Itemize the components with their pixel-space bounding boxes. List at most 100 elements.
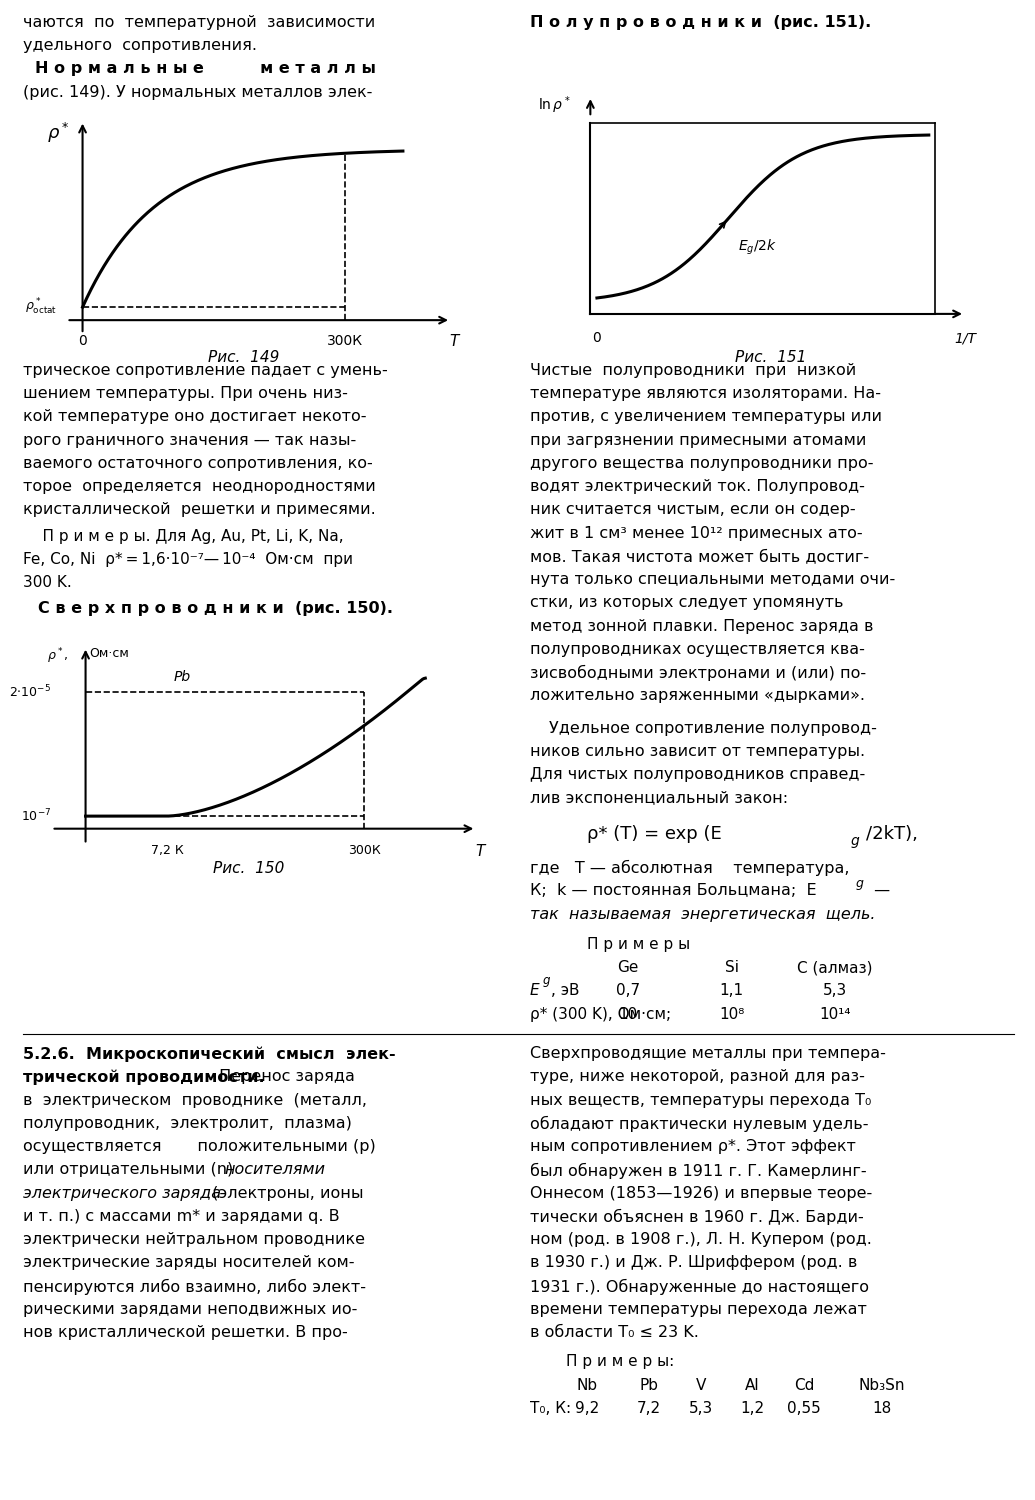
Text: торое  определяется  неоднородностями: торое определяется неоднородностями bbox=[23, 478, 376, 494]
Text: /2kT),: /2kT), bbox=[866, 825, 918, 843]
Text: Si: Si bbox=[724, 960, 739, 975]
Text: ник считается чистым, если он содер-: ник считается чистым, если он содер- bbox=[530, 503, 856, 518]
Text: ρ* (T) = exp (E: ρ* (T) = exp (E bbox=[587, 825, 721, 843]
Text: Nb: Nb bbox=[576, 1377, 597, 1392]
Text: рическими зарядами неподвижных ио-: рическими зарядами неподвижных ио- bbox=[23, 1302, 357, 1317]
Text: Рис.  149: Рис. 149 bbox=[208, 350, 278, 364]
Text: электрические заряды носителей ком-: электрические заряды носителей ком- bbox=[23, 1256, 354, 1270]
Text: 0,7: 0,7 bbox=[616, 984, 641, 999]
Text: V: V bbox=[696, 1377, 706, 1392]
Text: 9,2: 9,2 bbox=[574, 1401, 599, 1416]
Text: нута только специальными методами очи-: нута только специальными методами очи- bbox=[530, 572, 895, 586]
Text: $\rho^*,$: $\rho^*,$ bbox=[48, 646, 68, 666]
Text: Ом·см: Ом·см bbox=[89, 646, 128, 660]
Text: , эВ: , эВ bbox=[551, 984, 580, 999]
Text: $2{\cdot}10^{-5}$: $2{\cdot}10^{-5}$ bbox=[9, 684, 52, 700]
Text: E: E bbox=[530, 984, 539, 999]
Text: зисвободными электронами и (или) по-: зисвободными электронами и (или) по- bbox=[530, 664, 866, 681]
Text: Для чистых полупроводников справед-: Для чистых полупроводников справед- bbox=[530, 766, 865, 782]
Text: в 1930 г.) и Дж. Р. Шриффером (род. в: в 1930 г.) и Дж. Р. Шриффером (род. в bbox=[530, 1256, 857, 1270]
Text: Перенос заряда: Перенос заряда bbox=[214, 1070, 355, 1084]
Text: С в е р х п р о в о д н и к и  (рис. 150).: С в е р х п р о в о д н и к и (рис. 150)… bbox=[38, 602, 393, 616]
Text: осуществляется       положительными (p): осуществляется положительными (p) bbox=[23, 1138, 376, 1154]
Text: $\ln\rho^*$: $\ln\rho^*$ bbox=[538, 94, 570, 116]
Text: П р и м е р ы:: П р и м е р ы: bbox=[566, 1354, 675, 1370]
Text: Pb: Pb bbox=[174, 669, 191, 684]
Text: ложительно заряженными «дырками».: ложительно заряженными «дырками». bbox=[530, 688, 865, 703]
Text: $\rho^*$: $\rho^*$ bbox=[48, 120, 69, 146]
Text: g: g bbox=[851, 834, 859, 849]
Text: мов. Такая чистота может быть достиг-: мов. Такая чистота может быть достиг- bbox=[530, 549, 869, 564]
Text: температуре являются изоляторами. На-: температуре являются изоляторами. На- bbox=[530, 387, 881, 402]
Text: Nb₃Sn: Nb₃Sn bbox=[859, 1377, 905, 1392]
Text: ваемого остаточного сопротивления, ко-: ваемого остаточного сопротивления, ко- bbox=[23, 456, 373, 471]
Text: где   T — абсолютная    температура,: где T — абсолютная температура, bbox=[530, 859, 850, 876]
Text: в области T₀ ≤ 23 K.: в области T₀ ≤ 23 K. bbox=[530, 1324, 699, 1340]
Text: так  называемая  энергетическая  щель.: так называемая энергетическая щель. bbox=[530, 906, 876, 921]
Text: жит в 1 см³ менее 10¹² примесных ато-: жит в 1 см³ менее 10¹² примесных ато- bbox=[530, 525, 862, 540]
Text: в  электрическом  проводнике  (металл,: в электрическом проводнике (металл, bbox=[23, 1092, 366, 1107]
Text: ных веществ, температуры перехода T₀: ных веществ, температуры перехода T₀ bbox=[530, 1092, 871, 1107]
Text: 1,2: 1,2 bbox=[740, 1401, 765, 1416]
Text: пенсируются либо взаимно, либо элект-: пенсируются либо взаимно, либо элект- bbox=[23, 1278, 365, 1294]
Text: кристаллической  решетки и примесями.: кристаллической решетки и примесями. bbox=[23, 503, 376, 518]
Text: Pb: Pb bbox=[640, 1377, 658, 1392]
Text: метод зонной плавки. Перенос заряда в: метод зонной плавки. Перенос заряда в bbox=[530, 618, 874, 633]
Text: лив экспоненциальный закон:: лив экспоненциальный закон: bbox=[530, 790, 788, 806]
Text: ным сопротивлением ρ*. Этот эффект: ным сопротивлением ρ*. Этот эффект bbox=[530, 1138, 856, 1154]
Text: 300К: 300К bbox=[348, 844, 381, 858]
Text: трической проводимости.: трической проводимости. bbox=[23, 1070, 264, 1084]
Text: Н о р м а л ь н ы е          м е т а л л ы: Н о р м а л ь н ы е м е т а л л ы bbox=[35, 62, 376, 76]
Text: $E_g/2k$: $E_g/2k$ bbox=[738, 237, 777, 256]
Text: тически объяснен в 1960 г. Дж. Барди-: тически объяснен в 1960 г. Дж. Барди- bbox=[530, 1209, 863, 1225]
Text: кой температуре оно достигает некото-: кой температуре оно достигает некото- bbox=[23, 410, 366, 424]
Text: 0: 0 bbox=[79, 334, 87, 348]
Text: Сверхпроводящие металлы при темпера-: Сверхпроводящие металлы при темпера- bbox=[530, 1046, 886, 1060]
Text: 10: 10 bbox=[619, 1007, 638, 1022]
Text: времени температуры перехода лежат: времени температуры перехода лежат bbox=[530, 1302, 866, 1317]
Text: и т. п.) с массами m* и зарядами q. В: и т. п.) с массами m* и зарядами q. В bbox=[23, 1209, 339, 1224]
Text: К;  k — постоянная Больцмана;  E: К; k — постоянная Больцмана; E bbox=[530, 884, 817, 898]
Text: стки, из которых следует упомянуть: стки, из которых следует упомянуть bbox=[530, 596, 844, 610]
Text: $\rho^*_{\rm octat}$: $\rho^*_{\rm octat}$ bbox=[25, 297, 57, 316]
Text: шением температуры. При очень низ-: шением температуры. При очень низ- bbox=[23, 387, 348, 402]
Text: (электроны, ионы: (электроны, ионы bbox=[207, 1185, 363, 1200]
Text: 5,3: 5,3 bbox=[688, 1401, 713, 1416]
Text: 10¹⁴: 10¹⁴ bbox=[820, 1007, 851, 1022]
Text: 0: 0 bbox=[593, 332, 601, 345]
Text: ников сильно зависит от температуры.: ников сильно зависит от температуры. bbox=[530, 744, 865, 759]
Text: электрически нейтральном проводнике: электрически нейтральном проводнике bbox=[23, 1232, 364, 1246]
Text: чаются  по  температурной  зависимости: чаются по температурной зависимости bbox=[23, 15, 375, 30]
Text: электрического заряда: электрического заряда bbox=[23, 1185, 220, 1200]
Text: Удельное сопротивление полупровод-: Удельное сопротивление полупровод- bbox=[549, 720, 877, 735]
Text: рого граничного значения — так назы-: рого граничного значения — так назы- bbox=[23, 432, 356, 447]
Text: удельного  сопротивления.: удельного сопротивления. bbox=[23, 39, 257, 54]
Text: —: — bbox=[869, 884, 890, 898]
Text: Чистые  полупроводники  при  низкой: Чистые полупроводники при низкой bbox=[530, 363, 856, 378]
Text: Рис.  150: Рис. 150 bbox=[213, 861, 284, 876]
Text: другого вещества полупроводники про-: другого вещества полупроводники про- bbox=[530, 456, 874, 471]
Text: Fe, Co, Ni  ρ* = 1,6·10⁻⁷— 10⁻⁴  Ом·см  при: Fe, Co, Ni ρ* = 1,6·10⁻⁷— 10⁻⁴ Ом·см при bbox=[23, 552, 353, 567]
Text: 300 K.: 300 K. bbox=[23, 574, 71, 590]
Text: C (алмаз): C (алмаз) bbox=[798, 960, 873, 975]
Text: полупроводниках осуществляется ква-: полупроводниках осуществляется ква- bbox=[530, 642, 865, 657]
Text: 1931 г.). Обнаруженные до настоящего: 1931 г.). Обнаруженные до настоящего bbox=[530, 1278, 869, 1294]
Text: 5,3: 5,3 bbox=[823, 984, 848, 999]
Text: T: T bbox=[475, 844, 484, 859]
Text: 1/T: 1/T bbox=[954, 332, 976, 345]
Text: g: g bbox=[542, 975, 550, 987]
Text: трическое сопротивление падает с умень-: трическое сопротивление падает с умень- bbox=[23, 363, 387, 378]
Text: туре, ниже некоторой, разной для раз-: туре, ниже некоторой, разной для раз- bbox=[530, 1070, 865, 1084]
Text: Оннесом (1853—1926) и впервые теоре-: Оннесом (1853—1926) и впервые теоре- bbox=[530, 1185, 873, 1200]
Text: П р и м е р ы. Для Ag, Au, Pt, Li, K, Na,: П р и м е р ы. Для Ag, Au, Pt, Li, K, Na… bbox=[23, 528, 344, 543]
Text: Al: Al bbox=[745, 1377, 760, 1392]
Text: обладают практически нулевым удель-: обладают практически нулевым удель- bbox=[530, 1116, 868, 1132]
Text: Cd: Cd bbox=[794, 1377, 815, 1392]
Text: был обнаружен в 1911 г. Г. Камерлинг-: был обнаружен в 1911 г. Г. Камерлинг- bbox=[530, 1162, 866, 1179]
Text: Ge: Ge bbox=[618, 960, 639, 975]
Text: 0,55: 0,55 bbox=[788, 1401, 821, 1416]
Text: полупроводник,  электролит,  плазма): полупроводник, электролит, плазма) bbox=[23, 1116, 352, 1131]
Text: (рис. 149). У нормальных металлов элек-: (рис. 149). У нормальных металлов элек- bbox=[23, 84, 373, 99]
Text: $10^{-7}$: $10^{-7}$ bbox=[22, 808, 52, 825]
Text: g: g bbox=[856, 878, 864, 891]
